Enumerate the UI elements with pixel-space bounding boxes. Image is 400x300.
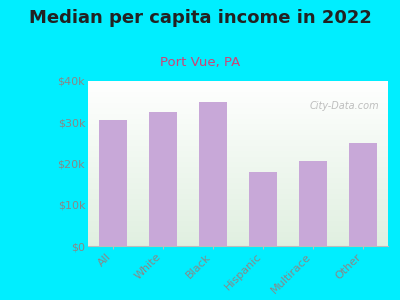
Bar — [349, 143, 377, 246]
Text: Median per capita income in 2022: Median per capita income in 2022 — [28, 9, 372, 27]
Text: Port Vue, PA: Port Vue, PA — [160, 56, 240, 68]
Bar — [199, 102, 227, 246]
Bar — [149, 112, 177, 246]
Text: City-Data.com: City-Data.com — [309, 101, 379, 111]
Bar — [299, 161, 327, 246]
Bar — [99, 120, 127, 246]
Bar — [249, 172, 277, 246]
